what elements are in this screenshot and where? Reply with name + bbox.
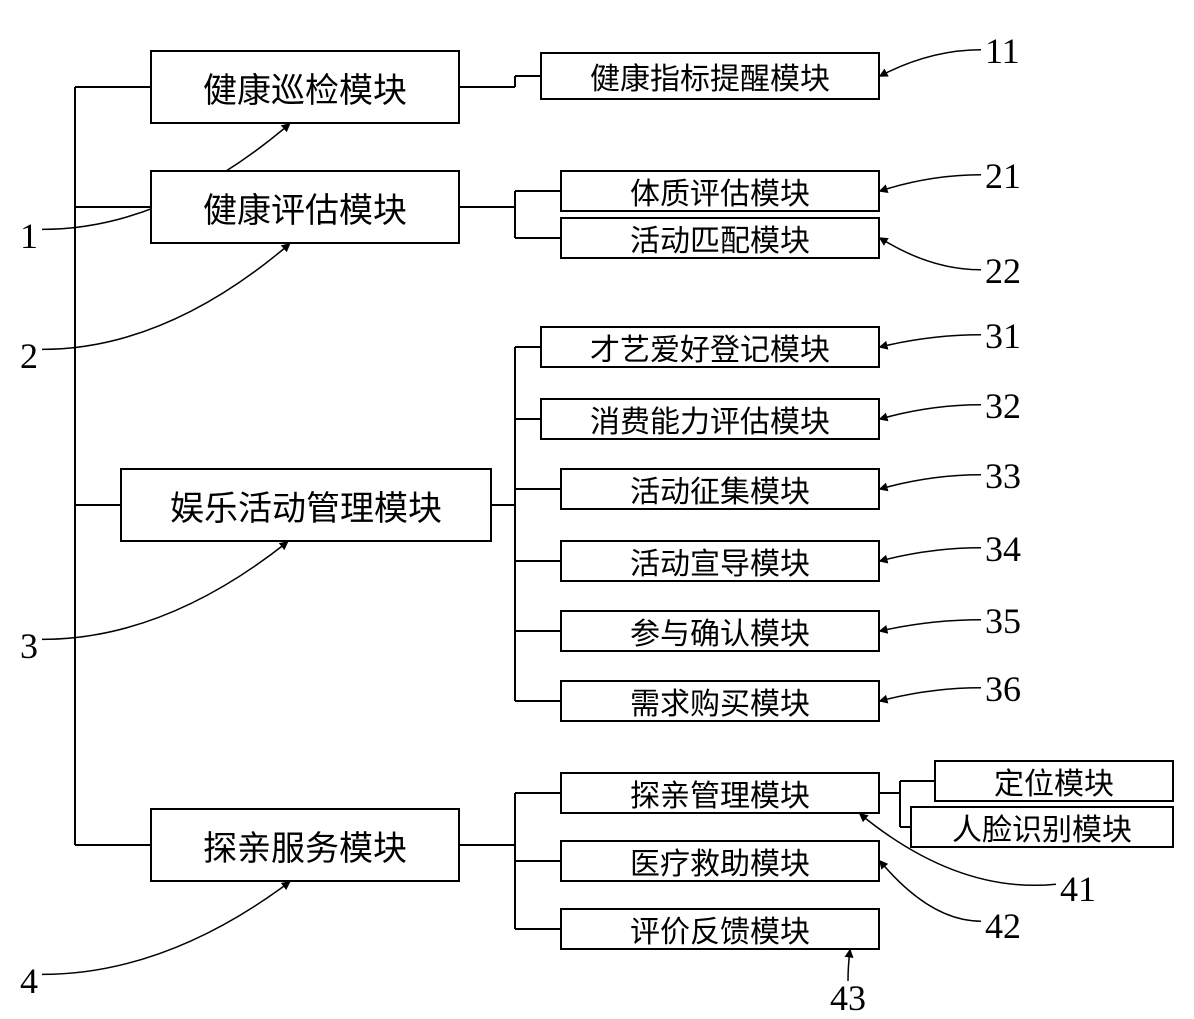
ref-number-22: 22: [985, 250, 1021, 292]
main-module-2-label: 健康评估模块: [203, 183, 407, 232]
main-module-2: 健康评估模块: [150, 170, 460, 244]
ref-number-42: 42: [985, 905, 1021, 947]
ref-number-11: 11: [985, 30, 1020, 72]
sub-module-34: 活动宣导模块: [560, 540, 880, 582]
sub-module-41-label: 探亲管理模块: [630, 771, 810, 815]
main-module-3: 娱乐活动管理模块: [120, 468, 492, 542]
sub-module-21-label: 体质评估模块: [630, 169, 810, 213]
sub-module-42: 医疗救助模块: [560, 840, 880, 882]
sub-module-43-label: 评价反馈模块: [630, 907, 810, 951]
ref-number-35: 35: [985, 600, 1021, 642]
sub-module-36-label: 需求购买模块: [630, 679, 810, 723]
sub-module-22: 活动匹配模块: [560, 217, 880, 259]
sub-module-41: 探亲管理模块: [560, 772, 880, 814]
main-module-3-label: 娱乐活动管理模块: [170, 481, 442, 530]
sub-module-11-label: 健康指标提醒模块: [590, 54, 830, 98]
sub-module-36: 需求购买模块: [560, 680, 880, 722]
sub-module-33: 活动征集模块: [560, 468, 880, 510]
sub-module-21: 体质评估模块: [560, 170, 880, 212]
ref-number-34: 34: [985, 528, 1021, 570]
extra-module-1-label: 人脸识别模块: [952, 805, 1132, 849]
sub-module-32: 消费能力评估模块: [540, 398, 880, 440]
ref-number-21: 21: [985, 155, 1021, 197]
ref-number-31: 31: [985, 315, 1021, 357]
ref-number-36: 36: [985, 668, 1021, 710]
main-module-4-label: 探亲服务模块: [203, 821, 407, 870]
sub-module-31-label: 才艺爱好登记模块: [590, 325, 830, 369]
sub-module-35: 参与确认模块: [560, 610, 880, 652]
module-diagram: 健康巡检模块健康评估模块娱乐活动管理模块探亲服务模块 健康指标提醒模块体质评估模块…: [0, 0, 1194, 1003]
sub-module-43: 评价反馈模块: [560, 908, 880, 950]
main-module-1-label: 健康巡检模块: [203, 63, 407, 112]
extra-module-0: 定位模块: [934, 760, 1174, 802]
ref-number-32: 32: [985, 385, 1021, 427]
sub-module-22-label: 活动匹配模块: [630, 216, 810, 260]
ref-number-33: 33: [985, 455, 1021, 497]
main-module-4: 探亲服务模块: [150, 808, 460, 882]
sub-module-35-label: 参与确认模块: [630, 609, 810, 653]
ref-number-41: 41: [1060, 868, 1096, 910]
main-module-1: 健康巡检模块: [150, 50, 460, 124]
ref-number-1: 1: [20, 215, 38, 257]
sub-module-31: 才艺爱好登记模块: [540, 326, 880, 368]
extra-module-1: 人脸识别模块: [910, 806, 1174, 848]
sub-module-33-label: 活动征集模块: [630, 467, 810, 511]
sub-module-34-label: 活动宣导模块: [630, 539, 810, 583]
ref-number-43: 43: [830, 977, 866, 1019]
ref-number-4: 4: [20, 960, 38, 1002]
sub-module-32-label: 消费能力评估模块: [590, 397, 830, 441]
sub-module-11: 健康指标提醒模块: [540, 52, 880, 100]
ref-number-2: 2: [20, 335, 38, 377]
ref-number-3: 3: [20, 625, 38, 667]
sub-module-42-label: 医疗救助模块: [630, 839, 810, 883]
extra-module-0-label: 定位模块: [994, 759, 1114, 803]
